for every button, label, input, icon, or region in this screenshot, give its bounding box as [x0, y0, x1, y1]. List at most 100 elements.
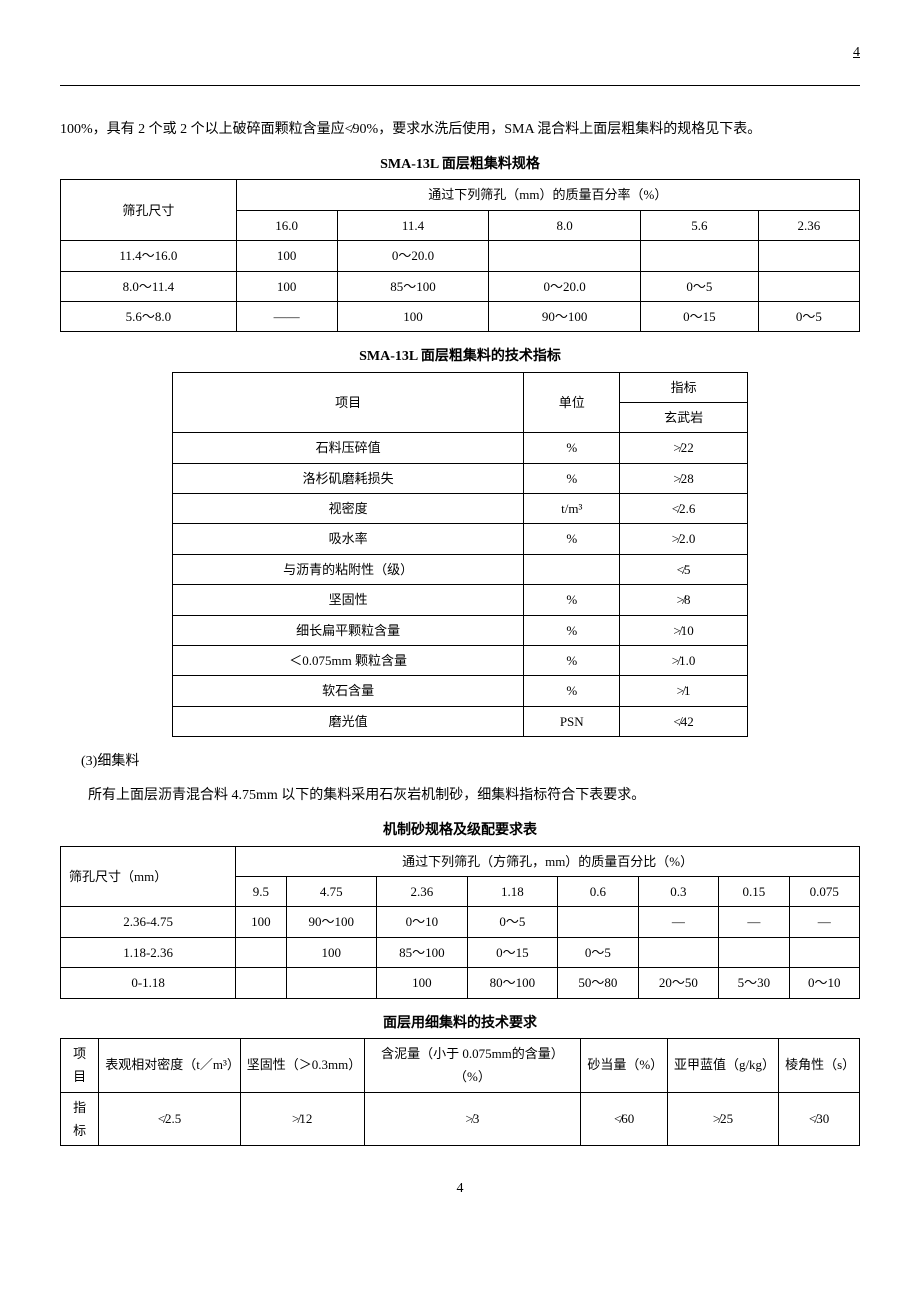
table2-col-unit: 单位: [524, 372, 620, 433]
table2-cell: 磨光值: [173, 706, 524, 736]
section3-para: 所有上面层沥青混合料 4.75mm 以下的集料采用石灰岩机制砂，细集料指标符合下…: [60, 782, 860, 810]
table1-cell: 90～100: [489, 301, 641, 331]
table4: 项目表观相对密度（t／m³）坚固性（＞0.3mm）含泥量（小于 0.075mm的…: [60, 1038, 860, 1147]
table1: 筛孔尺寸 通过下列筛孔（mm）的质量百分率（%） 16.0 11.4 8.0 5…: [60, 179, 860, 332]
table3-cell: 0～10: [377, 907, 468, 937]
table2-cell: ≯10: [620, 615, 748, 645]
table4-cell: ≯12: [240, 1092, 364, 1146]
section3-label: (3)细集料: [60, 749, 860, 774]
table1-cell: 100: [236, 241, 337, 271]
table1-size: 11.4～16.0: [61, 241, 237, 271]
table2-cell: 与沥青的粘附性（级）: [173, 554, 524, 584]
table4-header: 含泥量（小于 0.075mm的含量）（%）: [364, 1038, 581, 1092]
table1-size: 5.6～8.0: [61, 301, 237, 331]
header-rule: [60, 85, 860, 86]
table4-cell: ≮60: [581, 1092, 668, 1146]
table3-size: 0-1.18: [61, 968, 236, 998]
table2-cell: ≯1.0: [620, 646, 748, 676]
table1-cell: 0～15: [640, 301, 758, 331]
table3-cell: [719, 937, 789, 967]
table3-cell: [558, 907, 638, 937]
table3-col: 9.5: [236, 876, 286, 906]
table2-cell: 洛杉矶磨耗损失: [173, 463, 524, 493]
table1-col: 2.36: [758, 210, 859, 240]
table1-col: 5.6: [640, 210, 758, 240]
table4-header: 表观相对密度（t／m³）: [99, 1038, 241, 1092]
table3-spanhead: 通过下列筛孔（方筛孔，mm）的质量百分比（%）: [236, 846, 860, 876]
table2-col-item: 项目: [173, 372, 524, 433]
table2-cell: ≮2.6: [620, 494, 748, 524]
table1-col: 16.0: [236, 210, 337, 240]
table2-cell: 软石含量: [173, 676, 524, 706]
table4-cell: ≮30: [779, 1092, 860, 1146]
table4-cell: ≮2.5: [99, 1092, 241, 1146]
table2-cell: ≮42: [620, 706, 748, 736]
table3-cell: 0～10: [789, 968, 859, 998]
table1-title: SMA-13L 面层粗集料规格: [60, 152, 860, 177]
table4-header: 项目: [61, 1038, 99, 1092]
table3-cell: 100: [377, 968, 468, 998]
table3-cell: 85～100: [377, 937, 468, 967]
table2-cell: %: [524, 585, 620, 615]
table3-cell: 50～80: [558, 968, 638, 998]
table1-cell: 0～5: [640, 271, 758, 301]
table1-cell: [640, 241, 758, 271]
table2-cell: t/m³: [524, 494, 620, 524]
table3-cell: 0～5: [467, 907, 558, 937]
table1-rowhead: 筛孔尺寸: [61, 180, 237, 241]
table3-cell: 80～100: [467, 968, 558, 998]
table3-col: 0.075: [789, 876, 859, 906]
table2-cell: %: [524, 646, 620, 676]
table1-cell: 0～20.0: [337, 241, 489, 271]
table1-cell: 0～5: [758, 301, 859, 331]
table2-cell: 视密度: [173, 494, 524, 524]
table1-col: 11.4: [337, 210, 489, 240]
table3-title: 机制砂规格及级配要求表: [60, 818, 860, 843]
table1-cell: [758, 241, 859, 271]
table2-cell: %: [524, 524, 620, 554]
table3-col: 0.15: [719, 876, 789, 906]
table2-cell: ≯2.0: [620, 524, 748, 554]
page-number-top: 4: [60, 40, 860, 65]
table2-cell: ≯1: [620, 676, 748, 706]
table3-cell: [789, 937, 859, 967]
table3-cell: —: [719, 907, 789, 937]
table4-title: 面层用细集料的技术要求: [60, 1011, 860, 1036]
table3-cell: 90～100: [286, 907, 377, 937]
table4-cell: ≯25: [667, 1092, 778, 1146]
table2-cell: PSN: [524, 706, 620, 736]
table2-title: SMA-13L 面层粗集料的技术指标: [60, 344, 860, 369]
table3-cell: 100: [236, 907, 286, 937]
table3-col: 2.36: [377, 876, 468, 906]
table2-cell: %: [524, 676, 620, 706]
table3-col: 4.75: [286, 876, 377, 906]
table3-size: 2.36-4.75: [61, 907, 236, 937]
intro-paragraph: 100%，具有 2 个或 2 个以上破碎面颗粒含量应≮90%，要求水洗后使用，S…: [60, 116, 860, 144]
table2-cell: ≯22: [620, 433, 748, 463]
table1-cell: 100: [337, 301, 489, 331]
table3-cell: 5～30: [719, 968, 789, 998]
table3-cell: —: [638, 907, 718, 937]
table3-cell: —: [789, 907, 859, 937]
table3-cell: [236, 968, 286, 998]
table4-header: 棱角性（s）: [779, 1038, 860, 1092]
table1-cell: [758, 271, 859, 301]
table2-cell: 坚固性: [173, 585, 524, 615]
table2-cell: %: [524, 463, 620, 493]
table4-header: 坚固性（＞0.3mm）: [240, 1038, 364, 1092]
table2-cell: ≯28: [620, 463, 748, 493]
table1-spanhead: 通过下列筛孔（mm）的质量百分率（%）: [236, 180, 859, 210]
table2-cell: ＜0.075mm 颗粒含量: [173, 646, 524, 676]
table3-cell: [286, 968, 377, 998]
table2-cell: [524, 554, 620, 584]
table2-cell: 石料压碎值: [173, 433, 524, 463]
table3-col: 0.6: [558, 876, 638, 906]
table1-cell: ——: [236, 301, 337, 331]
table3-size: 1.18-2.36: [61, 937, 236, 967]
table3: 筛孔尺寸（mm） 通过下列筛孔（方筛孔，mm）的质量百分比（%） 9.54.75…: [60, 846, 860, 999]
table2-cell: 细长扁平颗粒含量: [173, 615, 524, 645]
table4-header: 砂当量（%）: [581, 1038, 668, 1092]
table3-cell: [638, 937, 718, 967]
table1-cell: 85～100: [337, 271, 489, 301]
table3-cell: 0～15: [467, 937, 558, 967]
